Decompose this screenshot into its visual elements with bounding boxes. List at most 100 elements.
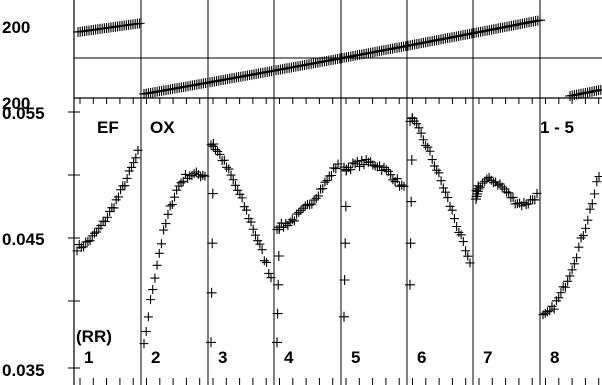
- data-point: [96, 221, 106, 231]
- data-point: [429, 161, 439, 171]
- data-point: [418, 135, 428, 145]
- beat-label: 5: [351, 348, 360, 367]
- beat-series: [339, 155, 409, 322]
- data-point: [176, 178, 186, 188]
- data-point: [406, 196, 417, 207]
- data-point: [375, 161, 385, 171]
- beat-series: [272, 159, 343, 348]
- beat-label: 7: [483, 348, 492, 367]
- data-point: [129, 158, 139, 168]
- data-point: [193, 170, 203, 180]
- data-point: [368, 160, 378, 170]
- data-point: [196, 172, 206, 182]
- data-point: [113, 192, 123, 202]
- data-point: [392, 174, 402, 184]
- data-point: [305, 200, 315, 210]
- beat-labels: 1 2 3 4 5 6 7 8: [84, 348, 559, 367]
- beat-label: 6: [417, 348, 426, 367]
- data-point: [508, 192, 518, 202]
- data-point: [266, 273, 276, 283]
- top-tick-label-lower: 200: [2, 94, 30, 113]
- data-point: [523, 199, 533, 209]
- data-point: [141, 327, 151, 336]
- axis-ticks: [68, 98, 600, 385]
- data-point: [585, 204, 595, 214]
- data-point: [230, 180, 240, 190]
- data-point: [530, 195, 540, 205]
- data-point: [292, 209, 302, 219]
- beat-label: 4: [284, 348, 294, 367]
- data-point: [352, 156, 362, 166]
- data-point: [189, 169, 199, 179]
- data-point: [574, 242, 584, 252]
- data-point: [272, 337, 282, 348]
- data-point: [206, 287, 217, 298]
- data-point: [406, 155, 417, 165]
- data-point: [329, 163, 339, 173]
- data-point: [161, 219, 171, 229]
- data-point: [540, 308, 550, 318]
- data-point: [441, 187, 451, 197]
- data-point: [443, 193, 453, 203]
- data-point: [167, 200, 177, 209]
- data-point: [146, 295, 156, 305]
- main-y-tick-label-top: 0.055: [2, 104, 45, 123]
- data-point: [560, 282, 570, 292]
- annotation-ox: OX: [150, 118, 175, 137]
- data-point: [298, 203, 308, 213]
- data-point: [463, 251, 473, 261]
- data-point: [300, 201, 310, 211]
- data-point: [331, 164, 341, 174]
- beat-series: [72, 145, 143, 256]
- data-point: [257, 245, 267, 255]
- top-data-point: [595, 84, 602, 95]
- data-point: [307, 199, 317, 209]
- data-point: [397, 180, 407, 190]
- data-point: [187, 171, 197, 181]
- data-point: [207, 188, 218, 199]
- data-point: [273, 279, 284, 290]
- top-panel-marks: [73, 15, 602, 101]
- data-point: [471, 194, 481, 205]
- data-point: [399, 181, 409, 191]
- data-point: [471, 191, 482, 202]
- data-point: [482, 174, 492, 184]
- beat-series: [538, 171, 602, 320]
- data-point: [311, 193, 321, 203]
- data-point: [235, 189, 245, 199]
- data-point: [340, 201, 351, 212]
- data-point: [504, 188, 514, 198]
- annotation-ef: EF: [97, 118, 119, 137]
- data-point: [255, 239, 265, 249]
- data-point: [122, 173, 132, 183]
- data-point: [486, 175, 496, 185]
- data-point: [554, 293, 564, 303]
- data-point: [581, 223, 591, 233]
- data-point: [592, 177, 602, 187]
- data-point: [85, 236, 95, 246]
- data-point: [159, 225, 169, 235]
- data-point: [339, 275, 350, 285]
- data-point: [454, 227, 464, 237]
- data-point: [289, 216, 299, 226]
- data-point: [316, 184, 326, 194]
- data-point: [237, 193, 247, 203]
- data-point: [357, 155, 367, 165]
- data-point: [590, 189, 600, 199]
- annotation-rr: (RR): [76, 327, 112, 346]
- data-point: [355, 161, 365, 171]
- data-point: [556, 288, 566, 298]
- data-point: [219, 155, 229, 165]
- data-point: [150, 273, 160, 283]
- data-point: [133, 145, 143, 155]
- data-point: [572, 253, 582, 263]
- data-point: [156, 239, 166, 249]
- data-point: [165, 201, 175, 211]
- data-point: [273, 251, 284, 261]
- data-point: [405, 279, 415, 290]
- data-point: [103, 212, 112, 222]
- data-point: [210, 145, 220, 155]
- data-point: [294, 207, 304, 217]
